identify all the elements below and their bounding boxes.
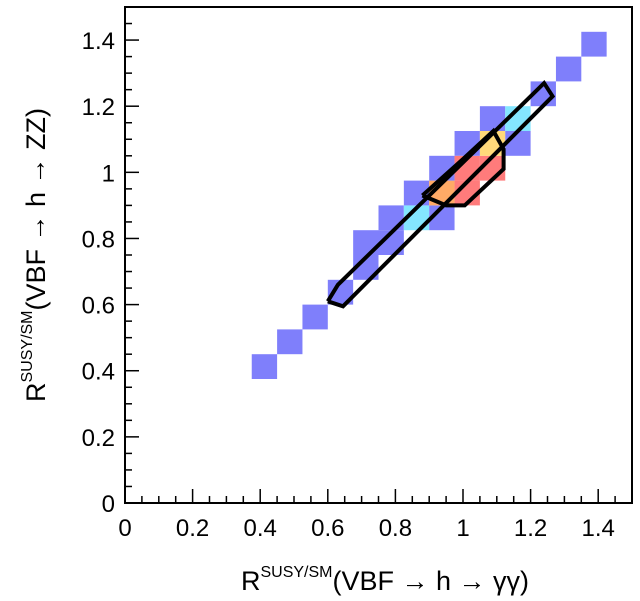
x-axis-label-base: R xyxy=(241,566,261,596)
y-tick-label: 0.8 xyxy=(82,226,115,253)
contour-inner xyxy=(421,127,506,208)
x-axis-label: RSUSY/SM(VBF → h → γγ) xyxy=(241,564,529,596)
heatmap-cells xyxy=(251,31,607,379)
x-axis-label-argument: (VBF → h → γγ) xyxy=(333,566,530,596)
y-tick-label: 1.4 xyxy=(82,28,115,55)
y-tick-label: 0 xyxy=(102,491,115,518)
x-axis-label-superscript: SUSY/SM xyxy=(260,564,332,581)
contour-lines xyxy=(326,79,556,309)
y-axis-label-superscript: SUSY/SM xyxy=(19,310,36,382)
y-tick-label: 1 xyxy=(102,160,115,187)
y-tick-label: 0.6 xyxy=(82,293,115,320)
x-tick-label: 0.6 xyxy=(311,515,344,542)
axis-ticks xyxy=(124,6,633,504)
y-tick-label: 0.2 xyxy=(82,425,115,452)
heatmap-cell xyxy=(277,329,303,355)
y-tick-label: 1.2 xyxy=(82,94,115,121)
x-tick-label: 1.2 xyxy=(514,515,547,542)
x-tick-label: 0.4 xyxy=(244,515,277,542)
y-axis-label: RSUSY/SM(VBF → h → ZZ) xyxy=(19,108,51,402)
x-tick-label: 1 xyxy=(456,515,469,542)
y-axis-label-base: R xyxy=(21,383,51,403)
x-tick-label: 0.2 xyxy=(176,515,209,542)
heatmap-cell xyxy=(505,131,531,156)
x-tick-label: 0 xyxy=(118,515,131,542)
heatmap-cell xyxy=(251,354,278,379)
x-tick-label: 1.4 xyxy=(582,515,615,542)
y-tick-label: 0.4 xyxy=(82,359,115,386)
axis-tick-labels: 0 0.2 0.4 0.6 0.8 1 1.2 1.4 0 0.2 0.4 0.6 0.8 1 1.2 1.4 xyxy=(82,28,615,542)
heatmap-cell xyxy=(581,31,607,57)
contour-outer xyxy=(326,79,556,309)
heatmap-cell xyxy=(479,155,506,181)
heatmap-cell xyxy=(555,56,582,82)
heatmap-cell xyxy=(302,304,328,330)
y-axis-label-argument: (VBF → h → ZZ) xyxy=(21,108,51,311)
x-tick-label: 0.8 xyxy=(379,515,412,542)
